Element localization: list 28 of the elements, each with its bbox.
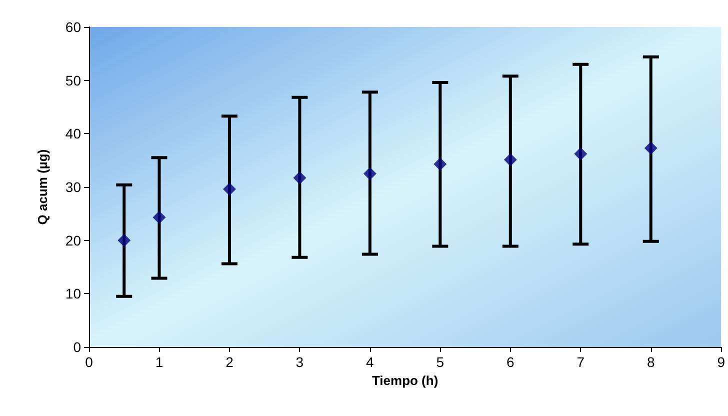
x-tick-label: 2 xyxy=(226,354,234,370)
point xyxy=(222,182,236,196)
x-tick-label: 5 xyxy=(436,354,444,370)
x-axis-title: Tiempo (h) xyxy=(372,372,438,388)
point xyxy=(434,158,447,171)
point xyxy=(293,171,306,184)
point xyxy=(574,147,588,160)
y-tick-label: 60 xyxy=(65,19,82,35)
point xyxy=(118,234,131,247)
x-tick-label: 7 xyxy=(576,354,585,370)
x-tick-label: 4 xyxy=(366,354,374,370)
x-tick-label: 1 xyxy=(155,354,164,370)
y-tick-label: 0 xyxy=(73,339,82,355)
y-axis-title: Q acum (µg) xyxy=(35,149,50,225)
point xyxy=(363,167,376,180)
x-tick-label: 0 xyxy=(85,354,94,370)
y-tick-label: 40 xyxy=(65,126,82,142)
point xyxy=(644,142,658,155)
y-tick-label: 50 xyxy=(65,72,82,88)
y-tick-label: 20 xyxy=(65,232,82,248)
x-tick-label: 3 xyxy=(296,354,304,370)
point xyxy=(504,153,517,166)
point xyxy=(152,210,166,224)
y-tick-label: 30 xyxy=(65,179,82,195)
x-tick-label: 9 xyxy=(717,354,726,370)
y-tick-label: 10 xyxy=(65,286,82,302)
x-tick-label: 6 xyxy=(506,354,515,370)
x-tick-label: 8 xyxy=(646,354,655,370)
